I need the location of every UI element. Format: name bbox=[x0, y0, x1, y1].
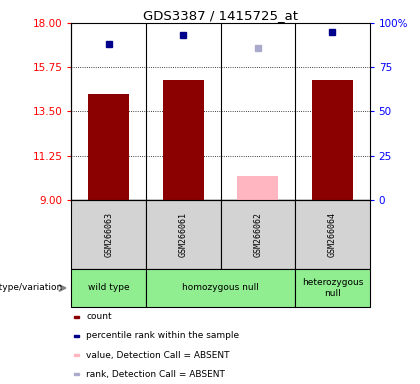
Text: GSM266064: GSM266064 bbox=[328, 212, 337, 257]
Bar bbox=[146, 200, 220, 269]
Bar bbox=[163, 80, 204, 200]
Text: GSM266062: GSM266062 bbox=[253, 212, 262, 257]
Text: value, Detection Call = ABSENT: value, Detection Call = ABSENT bbox=[87, 351, 230, 360]
Bar bbox=[146, 269, 295, 307]
Bar bbox=[237, 176, 278, 200]
Bar bbox=[312, 80, 353, 200]
Bar bbox=[71, 269, 146, 307]
Bar bbox=[74, 316, 79, 318]
Bar bbox=[88, 94, 129, 200]
Text: rank, Detection Call = ABSENT: rank, Detection Call = ABSENT bbox=[87, 370, 225, 379]
Text: count: count bbox=[87, 312, 112, 321]
Bar bbox=[74, 354, 79, 356]
Text: percentile rank within the sample: percentile rank within the sample bbox=[87, 331, 239, 341]
Text: wild type: wild type bbox=[88, 283, 129, 293]
Text: homozygous null: homozygous null bbox=[182, 283, 259, 293]
Text: heterozygous
null: heterozygous null bbox=[302, 278, 363, 298]
Bar bbox=[295, 269, 370, 307]
Text: GSM266061: GSM266061 bbox=[179, 212, 188, 257]
Text: genotype/variation: genotype/variation bbox=[0, 283, 63, 293]
Text: GSM266063: GSM266063 bbox=[104, 212, 113, 257]
Bar bbox=[295, 200, 370, 269]
Bar bbox=[71, 200, 146, 269]
Bar bbox=[74, 373, 79, 376]
Title: GDS3387 / 1415725_at: GDS3387 / 1415725_at bbox=[143, 9, 298, 22]
Bar bbox=[220, 200, 295, 269]
Bar bbox=[74, 335, 79, 337]
